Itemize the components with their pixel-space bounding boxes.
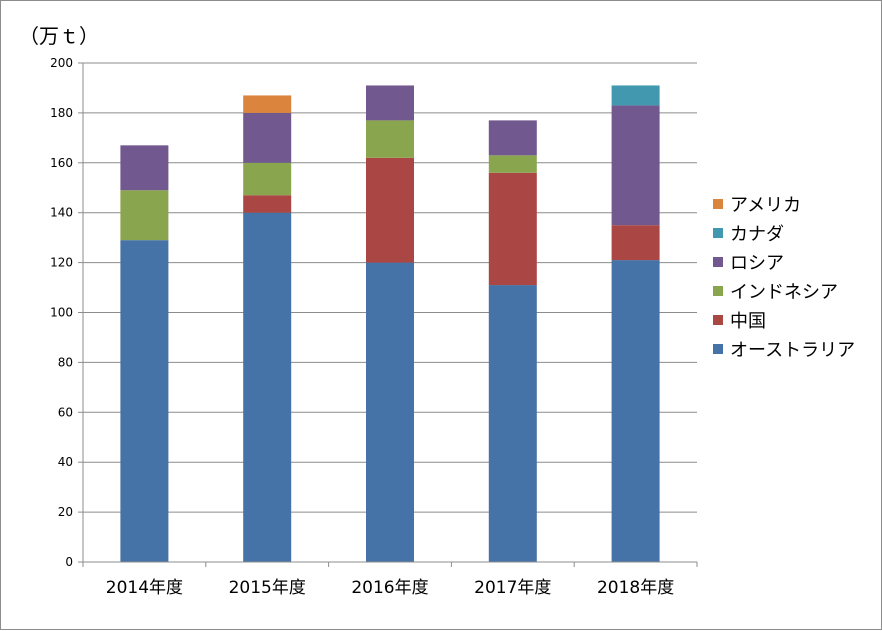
y-tick-label-20: 20 [58,505,73,519]
bar-segment-1-0 [243,212,292,562]
bar-segment-1-1 [243,195,292,213]
bar-segment-3-2 [488,155,537,173]
bar-segment-2-2 [366,120,414,158]
legend-label-0: アメリカ [730,195,801,216]
bar-segment-3-0 [488,285,537,562]
legend-swatch-5 [713,344,723,354]
y-tick-label-80: 80 [58,355,73,369]
legend-label-4: 中国 [730,311,766,332]
x-tick-label-1: 2015年度 [229,578,306,598]
bar-segment-0-3 [120,145,169,191]
y-tick-label-0: 0 [65,555,73,569]
x-tick-label-4: 2018年度 [597,578,674,598]
bar-segment-2-1 [366,157,414,263]
bar-segment-1-5 [243,95,292,113]
y-tick-label-160: 160 [50,156,73,170]
legend-swatch-3 [713,286,723,296]
bar-segment-2-0 [366,262,414,562]
legend-swatch-4 [713,315,723,325]
y-tick-label-200: 200 [50,56,73,70]
y-tick-label-180: 180 [50,106,73,120]
bars [120,85,660,562]
y-tick-label-40: 40 [58,455,73,469]
bar-segment-1-3 [243,112,292,163]
y-tick-label-100: 100 [50,306,73,320]
bar-segment-4-4 [611,85,660,106]
bar-segment-4-0 [611,260,660,562]
bar-segment-4-3 [611,105,660,226]
y-axis-unit-label: （万ｔ） [19,24,99,48]
y-tick-label-140: 140 [50,206,73,220]
x-tick-label-2: 2016年度 [351,578,428,598]
legend-label-3: インドネシア [730,282,838,303]
legend-swatch-0 [713,199,723,209]
x-tick-label-0: 2014年度 [106,578,183,598]
y-tick-label-60: 60 [58,405,73,419]
bar-segment-3-1 [488,172,537,286]
y-tick-label-120: 120 [50,256,73,270]
x-axis-ticks: 2014年度 2015年度 2016年度 2017年度 2018年度 [82,562,698,598]
axes [82,63,697,563]
legend-label-1: カナダ [730,224,784,245]
legend-swatch-1 [713,228,723,238]
legend-label-5: オーストラリア [730,340,855,361]
bar-segment-1-2 [243,162,292,196]
x-tick-label-3: 2017年度 [474,578,551,598]
legend-label-2: ロシア [730,253,784,274]
bar-segment-2-3 [366,85,414,121]
bar-segment-4-1 [611,225,660,261]
y-axis-ticks: 0 20 40 60 80 100 120 140 160 180 200 [50,56,83,569]
legend-swatch-2 [713,257,723,267]
bar-segment-0-0 [120,240,169,562]
bar-segment-0-2 [120,190,169,241]
bar-segment-3-3 [488,120,537,156]
